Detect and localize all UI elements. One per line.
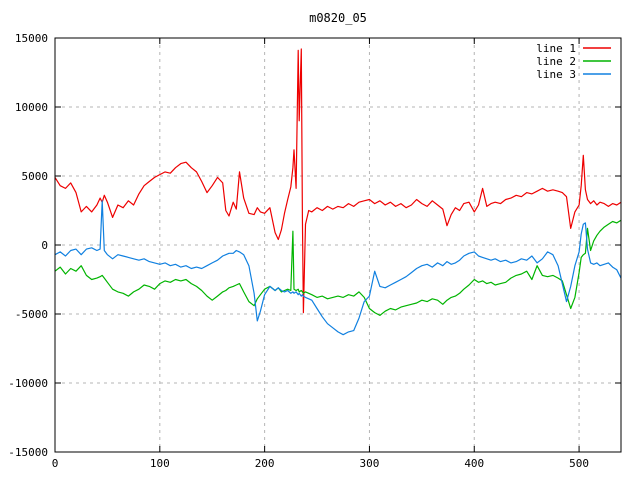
y-tick-label: -15000 — [8, 446, 48, 459]
y-tick-label: 10000 — [15, 101, 48, 114]
legend-label-3: line 3 — [536, 68, 576, 81]
x-tick-label: 0 — [52, 457, 59, 470]
chart-title: m0820_05 — [309, 11, 367, 25]
grid-layer — [55, 38, 621, 452]
x-tick-label: 300 — [360, 457, 380, 470]
y-tick-label: 15000 — [15, 32, 48, 45]
axis-layer: 0 100 200 300 400 500 -15000 -10000 -5000 0 5000 10… — [8, 32, 622, 470]
series-line-3 — [54, 200, 622, 336]
y-tick-label: -10000 — [8, 377, 48, 390]
x-tick-label: 400 — [464, 457, 484, 470]
x-tick-label: 500 — [569, 457, 589, 470]
y-tick-label: -5000 — [15, 308, 48, 321]
legend-label-2: line 2 — [536, 55, 576, 68]
series-line-2 — [54, 219, 622, 316]
series-line-1 — [54, 48, 622, 314]
legend-label-1: line 1 — [536, 42, 576, 55]
y-tick-label: 0 — [41, 239, 48, 252]
x-tick-label: 100 — [150, 457, 170, 470]
x-tick-label: 200 — [255, 457, 275, 470]
series-layer — [54, 48, 622, 336]
y-tick-label: 5000 — [22, 170, 49, 183]
